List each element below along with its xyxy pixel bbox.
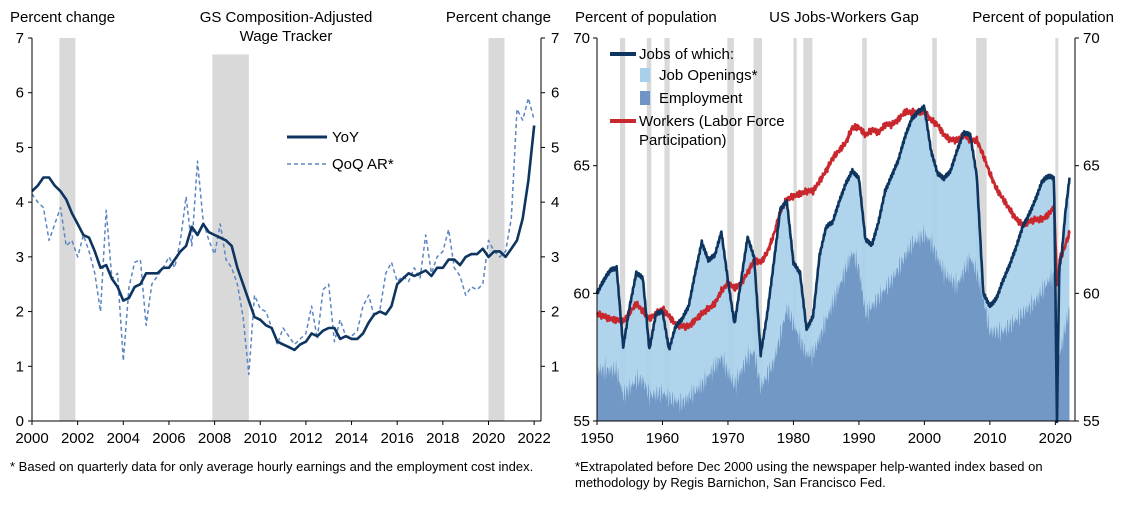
recession-band [793,38,797,421]
legend-jobs-label: Jobs of which: [639,46,734,63]
y-tick-label: 6 [16,85,24,102]
qoq-ar-line [31,97,535,376]
y-right-tick-label: 55 [1083,413,1100,430]
x-tick-label: 2010 [244,430,277,447]
y-right-tick-label: 1 [551,358,559,375]
y-tick-label: 60 [573,285,590,302]
y-right-tick-label: 4 [551,194,559,211]
recession-band [976,38,987,421]
left-axes [31,38,542,422]
yoy-line [31,125,536,352]
legend-workers-label-line1: Workers (Labor Force [639,113,785,130]
y-right-tick-label: 65 [1083,158,1100,175]
recession-band [619,38,626,421]
left-legend: YoY QoQ AR* [287,129,394,173]
y-right-tick-label: 7 [551,30,559,47]
legend-workers-label-line2: Participation) [639,132,727,149]
left-ylabel-right: Percent change [446,9,551,26]
x-tick-label: 2014 [335,430,368,447]
legend-employment-swatch [640,91,650,105]
y-right-tick-label: 6 [551,85,559,102]
x-tick-label: 2010 [973,430,1006,447]
x-tick-label: 2000 [15,430,48,447]
recession-band [664,38,670,421]
jobs-line [595,104,1071,424]
x-tick-label: 2008 [198,430,231,447]
left-title-line2: Wage Tracker [240,28,333,45]
left-series [31,97,536,376]
x-tick-label: 2016 [381,430,414,447]
right-ylabel-left: Percent of population [575,9,717,26]
y-tick-label: 65 [573,158,590,175]
recession-band [646,38,652,421]
jobs-workers-gap-chart: Percent of population US Jobs-Workers Ga… [573,9,1114,447]
left-ylabel-left: Percent change [10,9,115,26]
legend-openings-label: Job Openings* [659,67,758,84]
recession-band [727,38,734,421]
x-tick-label: 1950 [580,430,613,447]
x-tick-label: 2012 [289,430,322,447]
left-title-line1: GS Composition-Adjusted [200,9,373,26]
y-right-tick-label: 60 [1083,285,1100,302]
right-ylabel-right: Percent of population [972,9,1114,26]
y-right-tick-label: 5 [551,139,559,156]
y-tick-label: 70 [573,30,590,47]
x-tick-label: 1970 [711,430,744,447]
recession-band [803,38,813,421]
right-axes [596,38,1076,422]
y-right-tick-label: 2 [551,304,559,321]
legend-qoq-label: QoQ AR* [332,156,394,173]
employment-area [597,224,1070,421]
x-tick-label: 1980 [777,430,810,447]
workers-line [596,107,1071,332]
y-tick-label: 7 [16,30,24,47]
x-tick-label: 2022 [517,430,550,447]
x-tick-label: 2020 [1039,430,1072,447]
legend-employment-label: Employment [659,90,743,107]
left-axis-ticks: 0 1 2 3 4 5 6 7 1 2 3 4 5 6 7 2000 2002 2004 2006 2008 2010 2… [15,30,559,447]
y-tick-label: 5 [16,139,24,156]
recession-shading [59,38,505,422]
x-tick-label: 2004 [107,430,140,447]
y-tick-label: 2 [16,304,24,321]
y-right-tick-label: 70 [1083,30,1100,47]
y-tick-label: 1 [16,358,24,375]
y-tick-label: 0 [16,413,24,430]
x-tick-label: 1990 [842,430,875,447]
left-footnote: * Based on quarterly data for only avera… [10,459,534,474]
right-footnote: *Extrapolated before Dec 2000 using the … [575,459,1043,490]
right-areas [597,104,1070,422]
x-tick-label: 2006 [152,430,185,447]
right-legend: Jobs of which: Job Openings* Employment … [610,46,785,149]
x-tick-label: 2000 [908,430,941,447]
recession-band [488,38,505,421]
recession-band [59,38,76,421]
y-tick-label: 55 [573,413,590,430]
x-tick-label: 2018 [426,430,459,447]
x-tick-label: 2002 [61,430,94,447]
x-tick-label: 1960 [646,430,679,447]
y-tick-label: 4 [16,194,24,211]
x-tick-label: 2020 [472,430,505,447]
recession-band [753,38,763,421]
y-right-tick-label: 3 [551,249,559,266]
right-title: US Jobs-Workers Gap [769,9,919,26]
right-lines [595,104,1071,424]
right-axis-ticks: 55 55 60 60 65 65 70 70 1950 1960 1970 1980 1990 2000… [573,30,1099,447]
y-tick-label: 3 [16,249,24,266]
recession-band [1055,38,1059,421]
legend-openings-swatch [640,68,650,82]
legend-yoy-label: YoY [332,129,359,146]
wage-tracker-chart: Percent change Percent change GS Composi… [10,9,559,447]
